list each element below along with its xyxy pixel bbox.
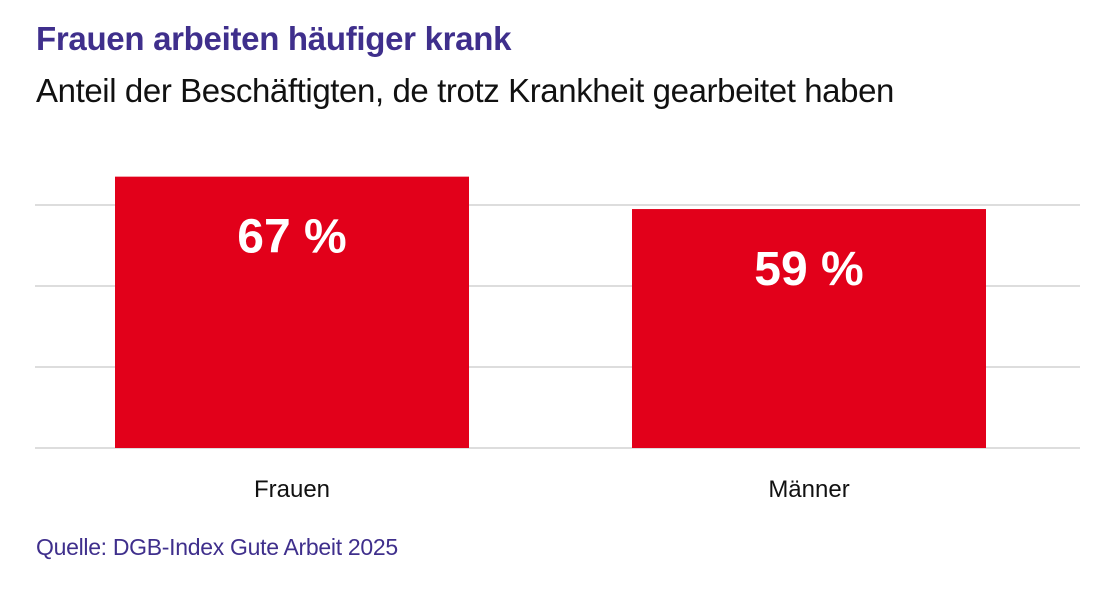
category-label: Männer bbox=[768, 476, 849, 503]
bar-männer bbox=[632, 209, 986, 448]
value-label: 67 % bbox=[237, 211, 346, 264]
bar-frauen bbox=[115, 176, 469, 448]
chart-title: Frauen arbeiten häufiger krank bbox=[36, 20, 512, 57]
category-label: Frauen bbox=[254, 476, 330, 503]
value-labels: 67 % 59 % bbox=[237, 211, 863, 296]
category-labels: Frauen Männer bbox=[254, 476, 850, 503]
source-note: Quelle: DGB-Index Gute Arbeit 2025 bbox=[36, 534, 398, 560]
bars bbox=[115, 176, 986, 448]
chart-subtitle: Anteil der Beschäftigten, de trotz Krank… bbox=[36, 72, 894, 109]
value-label: 59 % bbox=[754, 243, 863, 296]
